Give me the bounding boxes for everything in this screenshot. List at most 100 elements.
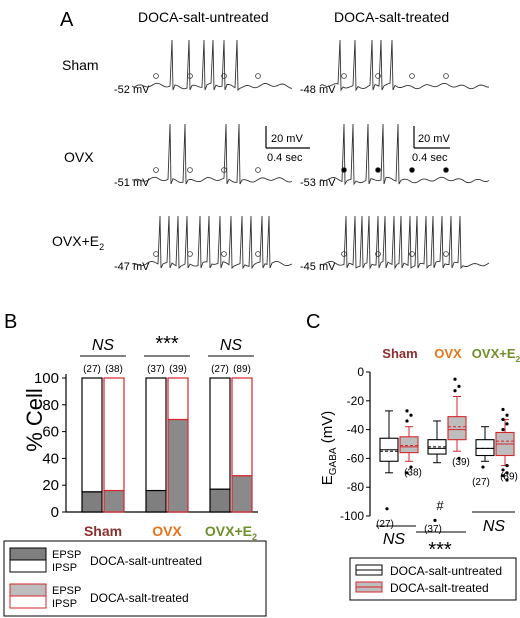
panel-b-n-label: (38) (105, 364, 123, 375)
box-outlier (409, 413, 413, 417)
ipsp-marker (153, 73, 159, 79)
box-outlier (433, 518, 437, 522)
ipsp-marker (255, 73, 261, 79)
legend-treated-group: DOCA-salt-treated (90, 591, 189, 605)
panel-b-n-label: (89) (233, 364, 251, 375)
ipsp-marker (221, 73, 227, 79)
panel-c-category-label: OVX+E2 (472, 346, 520, 364)
box-outlier (453, 377, 457, 381)
ipsp-bar (167, 377, 189, 421)
ipsp-marker (187, 73, 193, 79)
box-outlier (457, 384, 461, 388)
ipsp-marker (221, 167, 227, 173)
box-outlier (405, 471, 409, 475)
panel-b-category-label: OVX (152, 523, 182, 539)
box-outlier (505, 464, 509, 468)
epsp-marker (375, 167, 381, 173)
epsp-bar (209, 488, 231, 513)
legend-c-untreated: DOCA-salt-untreated (390, 564, 502, 578)
ipsp-bar (81, 377, 103, 493)
panel-b-label: B (4, 311, 17, 333)
box-outlier (505, 422, 509, 426)
panel-c-ytick-label: 0 (357, 365, 364, 379)
ipsp-marker (409, 73, 415, 79)
panel-b-significance: NS (220, 337, 243, 354)
box-outlier (505, 471, 509, 475)
box-n-label: (39) (452, 457, 470, 468)
panel-b-ytick-label: 20 (42, 477, 59, 494)
scalebar-untreated-v: 20 mV (271, 133, 303, 145)
panel-c-chart: 0 -20 -40 -60 -80 -100 Sham OVX OVX+E2 (27) (38) (3… (340, 346, 520, 561)
epsp-bar (103, 489, 125, 513)
box-outlier (453, 389, 457, 393)
panel-c-ytick-label: -100 (340, 509, 364, 523)
box-iqr (399, 436, 419, 454)
panel-c-label: C (306, 311, 320, 333)
trace-sham-treated-vm: -48 mV (300, 84, 336, 96)
panel-b-n-label: (27) (83, 364, 101, 375)
panel-c-ns-right: NS (483, 518, 506, 535)
panel-c-ns-left: NS (383, 531, 406, 548)
panel-c-ytick-label: -60 (347, 451, 365, 465)
ipsp-marker (255, 251, 261, 257)
panel-b-significance: NS (92, 337, 115, 354)
scalebar-treated-h: 0.4 sec (412, 152, 448, 164)
panel-b-legend: EPSP IPSP DOCA-salt-untreated EPSP IPSP … (3, 540, 267, 617)
box-outlier (457, 456, 461, 460)
voltage-traces (131, 39, 490, 270)
legend-treated-epsp-swatch (9, 583, 47, 597)
panel-c-legend: DOCA-salt-untreated DOCA-salt-treated (349, 557, 517, 601)
ipsp-bar (145, 377, 167, 492)
panel-b-ytick-label: 40 (42, 450, 59, 467)
box-outlier (501, 474, 505, 478)
box-n-label: (37) (424, 524, 442, 535)
ipsp-marker (443, 73, 449, 79)
box-outlier (481, 465, 485, 469)
ipsp-bar (209, 377, 231, 490)
epsp-marker (443, 167, 449, 173)
voltage-trace (131, 39, 293, 91)
panel-b-category-label: OVX+E2 (205, 523, 257, 542)
panel-b-significance: *** (155, 333, 179, 355)
ipsp-marker (187, 251, 193, 257)
panel-c-stars: *** (428, 539, 452, 561)
panel-a-col-treated: DOCA-salt-treated (334, 9, 449, 25)
box-outlier (405, 409, 409, 413)
panel-a-label: A (60, 9, 74, 31)
trace-ovx-untreated-vm: -51 mV (114, 177, 150, 189)
ipsp-marker (375, 251, 381, 257)
voltage-trace (131, 215, 293, 270)
panel-c-hash: # (436, 498, 444, 513)
panel-a-row-ovx: OVX (64, 149, 94, 165)
legend-untreated-epsp-swatch (9, 547, 47, 561)
box-n-label: (89) (500, 472, 518, 483)
box-n-label: (27) (472, 477, 490, 488)
voltage-trace (319, 215, 490, 270)
epsp-bar (145, 489, 167, 513)
panel-a-row-ovxe2: OVX+E2 (52, 233, 104, 252)
box-n-label: (27) (376, 519, 394, 530)
panel-c-category-label: OVX (434, 346, 462, 361)
scalebar-untreated (265, 126, 310, 149)
epsp-bar (231, 475, 253, 513)
box-outlier (405, 419, 409, 423)
panel-b-ylabel: % Cell (22, 388, 47, 452)
epsp-bar (81, 491, 103, 513)
panel-b-n-label: (27) (211, 364, 229, 375)
panel-c-ytick-label: -20 (347, 394, 365, 408)
panel-a-row-sham: Sham (62, 57, 99, 73)
ipsp-marker (153, 167, 159, 173)
trace-ovxe2-untreated-vm: -47 mV (114, 261, 150, 273)
panel-b-category-label: Sham (84, 523, 122, 539)
legend-untreated-epsp: EPSP (52, 549, 81, 561)
panel-c-ytick-label: -40 (347, 423, 365, 437)
ipsp-bar (103, 377, 125, 492)
box-outlier (501, 417, 505, 422)
box-outlier (385, 507, 389, 511)
box-iqr (447, 416, 467, 441)
box-outlier (501, 428, 505, 432)
box-n-label: (38) (404, 467, 422, 478)
trace-ovx-treated-vm: -53 mV (300, 177, 336, 189)
ipsp-bar (231, 377, 253, 477)
